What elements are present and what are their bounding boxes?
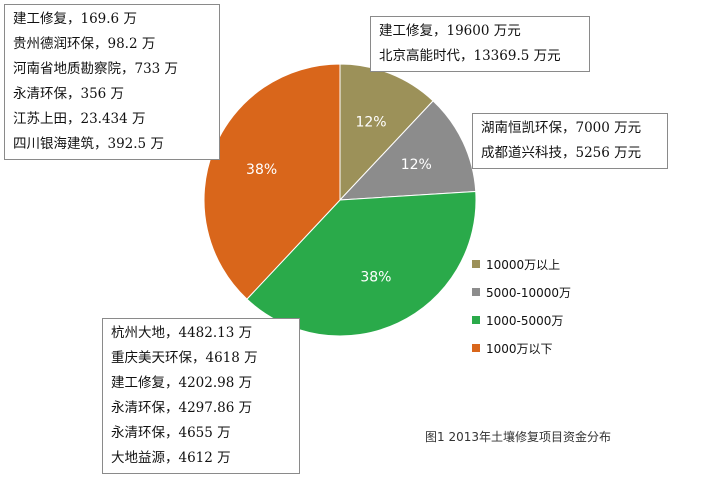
note-line: 建工修复，4202.98 万 — [111, 375, 253, 391]
legend-swatch — [472, 288, 480, 296]
legend: 10000万以上 5000-10000万 1000-5000万 1000万以下 — [472, 250, 571, 362]
legend-label: 1000-5000万 — [486, 313, 564, 328]
note-line: 江苏上田，23.434 万 — [13, 111, 146, 127]
legend-label: 10000万以上 — [486, 257, 561, 272]
note-line: 贵州德润环保，98.2 万 — [13, 36, 156, 52]
slice-label: 12% — [355, 115, 386, 131]
note-line: 成都道兴科技，5256 万元 — [481, 145, 642, 161]
note-line: 永清环保，4655 万 — [111, 425, 231, 441]
note-line: 重庆美天环保，4618 万 — [111, 350, 258, 366]
legend-swatch — [472, 344, 480, 352]
note-line: 四川银海建筑，392.5 万 — [13, 136, 164, 152]
note-line: 河南省地质勘察院，733 万 — [13, 61, 179, 77]
legend-item: 1000万以下 — [472, 334, 571, 362]
note-line: 永清环保，356 万 — [13, 86, 125, 102]
slice-label: 38% — [360, 269, 391, 285]
note-line: 北京高能时代，13369.5 万元 — [379, 48, 561, 64]
note-top-left: 建工修复，169.6 万贵州德润环保，98.2 万河南省地质勘察院，733 万永… — [4, 4, 220, 160]
note-line: 湖南恒凯环保，7000 万元 — [481, 120, 642, 136]
pie-slice — [338, 100, 477, 201]
legend-swatch — [472, 316, 480, 324]
pie-slice — [339, 63, 434, 202]
note-top-right: 建工修复，19600 万元北京高能时代，13369.5 万元 — [370, 16, 590, 72]
chart-caption: 图1 2013年土壤修复项目资金分布 — [425, 430, 611, 444]
legend-item: 1000-5000万 — [472, 306, 571, 334]
legend-label: 5000-10000万 — [486, 285, 572, 300]
legend-item: 10000万以上 — [472, 250, 571, 278]
note-line: 永清环保，4297.86 万 — [111, 400, 253, 416]
slice-label: 12% — [401, 157, 432, 173]
note-line: 杭州大地，4482.13 万 — [111, 325, 253, 341]
note-line: 建工修复，169.6 万 — [13, 11, 137, 27]
legend-item: 5000-10000万 — [472, 278, 571, 306]
legend-label: 1000万以下 — [486, 341, 553, 356]
note-line: 建工修复，19600 万元 — [379, 23, 521, 39]
note-mid-right: 湖南恒凯环保，7000 万元 成都道兴科技，5256 万元 — [472, 113, 668, 169]
legend-swatch — [472, 260, 480, 268]
note-line: 大地益源，4612 万 — [111, 450, 231, 466]
slice-label: 38% — [246, 162, 277, 178]
note-bottom-left: 杭州大地，4482.13 万重庆美天环保，4618 万建工修复，4202.98 … — [102, 318, 300, 474]
